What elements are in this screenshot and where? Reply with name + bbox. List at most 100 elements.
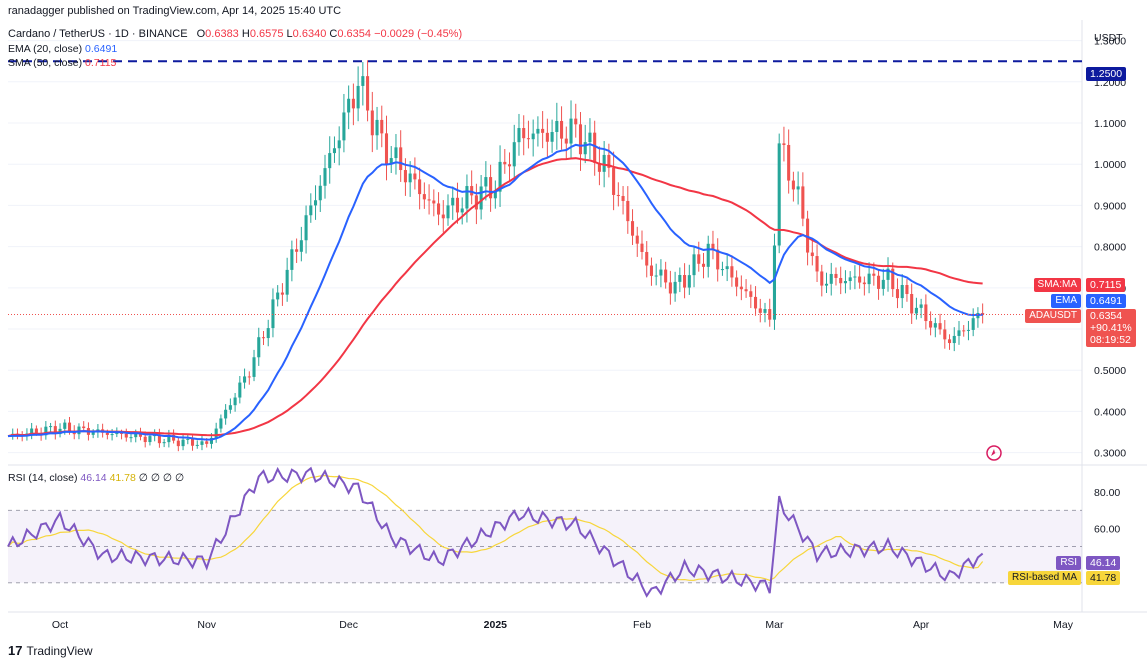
candle bbox=[574, 103, 578, 138]
candle-body bbox=[252, 357, 256, 377]
candle bbox=[157, 428, 161, 448]
candle bbox=[545, 118, 549, 158]
candle bbox=[933, 317, 937, 338]
candle-body bbox=[545, 132, 549, 142]
candle bbox=[919, 298, 923, 319]
candle-body bbox=[233, 397, 237, 406]
candle bbox=[612, 151, 616, 211]
candle-body bbox=[886, 268, 890, 280]
fire-icon[interactable] bbox=[986, 445, 1002, 461]
candle-body bbox=[295, 249, 299, 252]
candle-body bbox=[148, 436, 152, 443]
candle bbox=[560, 106, 564, 150]
candle-body bbox=[531, 133, 535, 140]
rsi-band bbox=[8, 510, 1082, 583]
candle bbox=[725, 254, 729, 282]
change-percent: +90.41% bbox=[1090, 322, 1132, 334]
candle bbox=[692, 246, 696, 288]
candle-body bbox=[910, 294, 914, 314]
candle-body bbox=[834, 273, 838, 278]
candle-body bbox=[862, 282, 866, 285]
candle-body bbox=[200, 441, 204, 445]
candle-body bbox=[517, 128, 521, 143]
candle bbox=[484, 161, 488, 201]
candle bbox=[588, 118, 592, 160]
candle bbox=[616, 182, 620, 207]
candle bbox=[843, 270, 847, 294]
candle-body bbox=[711, 243, 715, 250]
candle-body bbox=[536, 128, 540, 134]
candle-body bbox=[891, 268, 895, 290]
candle bbox=[503, 149, 507, 174]
sma-legend[interactable]: SMA (50, close) 0.7115 bbox=[8, 57, 116, 69]
candle bbox=[720, 261, 724, 276]
candle-body bbox=[437, 203, 441, 215]
candle-body bbox=[597, 162, 601, 172]
candle-body bbox=[952, 335, 956, 344]
candle bbox=[446, 194, 450, 226]
candle-body bbox=[342, 112, 346, 141]
last-price-value: 0.6354 bbox=[1090, 310, 1123, 322]
footer-brand[interactable]: 17 TradingView bbox=[8, 643, 93, 658]
candle bbox=[228, 398, 232, 414]
candle bbox=[200, 436, 204, 451]
candle-body bbox=[877, 275, 881, 289]
candle-body bbox=[583, 142, 587, 155]
time-tick-label: 2025 bbox=[484, 619, 508, 631]
rsi-ma-side-label: RSI-based MA bbox=[1007, 571, 1081, 585]
candle bbox=[607, 143, 611, 178]
candle-body bbox=[962, 330, 966, 332]
candle bbox=[659, 259, 663, 288]
candle bbox=[952, 327, 956, 352]
rsi-legend-extra: ∅ ∅ ∅ ∅ bbox=[138, 472, 185, 484]
candle bbox=[900, 274, 904, 309]
candle-body bbox=[266, 328, 270, 339]
candle-body bbox=[848, 277, 852, 282]
candle bbox=[886, 257, 890, 292]
candle bbox=[853, 265, 857, 290]
candle-body bbox=[692, 254, 696, 276]
candle bbox=[432, 189, 436, 217]
candle bbox=[318, 175, 322, 212]
candle bbox=[413, 157, 417, 190]
candle-body bbox=[290, 249, 294, 270]
candle bbox=[791, 171, 795, 202]
candle-body bbox=[578, 124, 583, 155]
candle-body bbox=[588, 132, 592, 143]
candle-body bbox=[304, 215, 308, 241]
candle-body bbox=[716, 249, 720, 270]
candle bbox=[351, 83, 355, 126]
candle-body bbox=[791, 180, 795, 190]
candle-body bbox=[124, 433, 128, 438]
candle-body bbox=[758, 308, 762, 313]
ema-legend[interactable]: EMA (20, close) 0.6491 bbox=[8, 43, 117, 55]
candle bbox=[550, 119, 554, 153]
candle-body bbox=[394, 147, 398, 159]
candle-body bbox=[947, 339, 952, 344]
candle bbox=[238, 376, 242, 404]
candle-body bbox=[550, 131, 554, 142]
candle bbox=[981, 303, 985, 324]
candle-body bbox=[867, 273, 871, 285]
candle bbox=[829, 262, 833, 296]
candle-body bbox=[479, 186, 483, 210]
candle bbox=[796, 171, 800, 205]
candle-body bbox=[806, 218, 810, 253]
rsi-legend[interactable]: RSI (14, close) 46.14 41.78 ∅ ∅ ∅ ∅ bbox=[8, 472, 184, 484]
ema-20-line bbox=[7, 143, 983, 441]
candle-body bbox=[347, 98, 351, 113]
candle bbox=[541, 111, 545, 149]
candle-body bbox=[389, 158, 393, 165]
candle bbox=[716, 238, 720, 282]
candle-body bbox=[403, 170, 407, 183]
candle-body bbox=[981, 312, 985, 315]
candle bbox=[976, 307, 980, 328]
candle bbox=[30, 422, 34, 440]
candle-body bbox=[384, 133, 389, 165]
ohlc-low: 0.6340 bbox=[292, 28, 327, 40]
candle bbox=[782, 126, 786, 162]
candle-body bbox=[276, 292, 280, 300]
candle bbox=[370, 91, 374, 153]
candle bbox=[332, 136, 336, 163]
